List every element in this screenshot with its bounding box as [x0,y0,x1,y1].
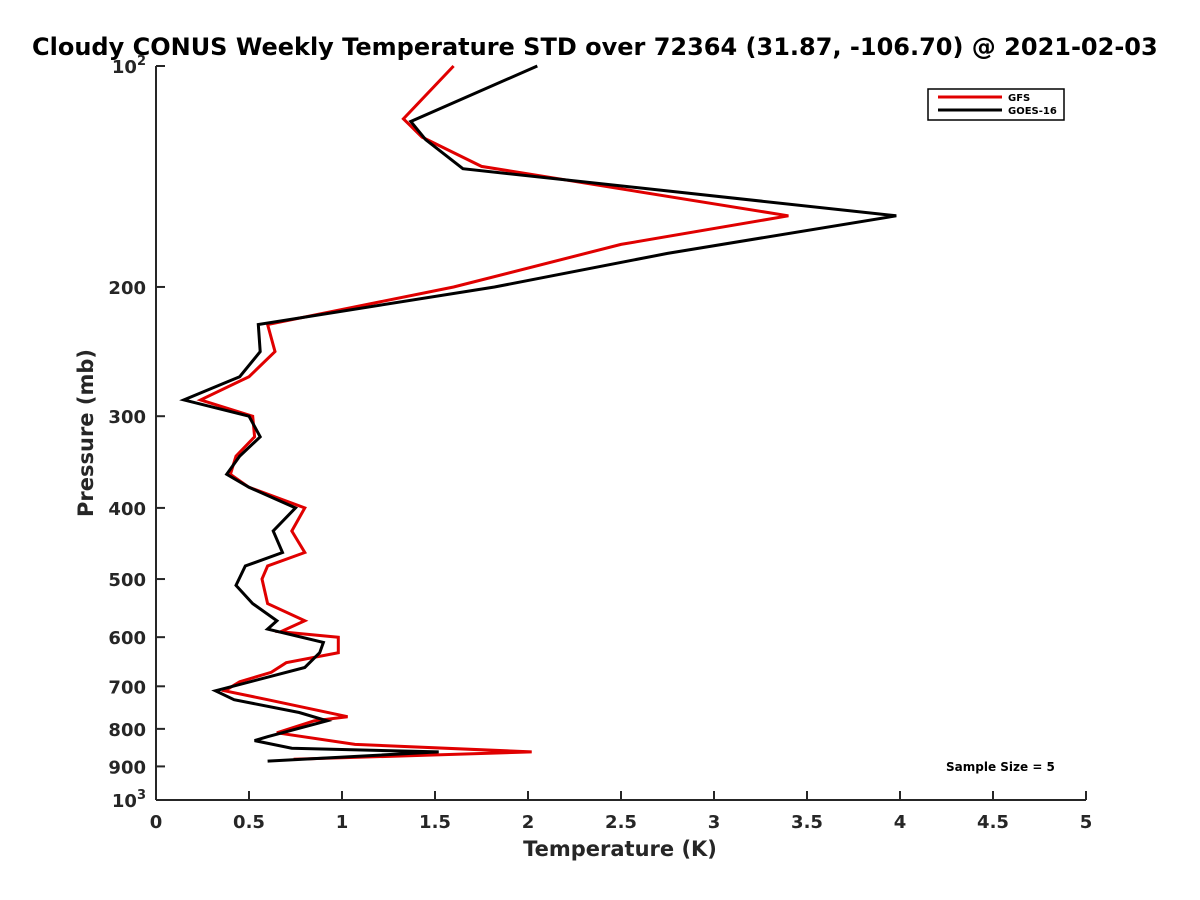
x-tick-label: 0 [150,812,163,833]
y-tick-label: 700 [108,677,146,698]
series-layer [179,64,897,763]
x-tick-label: 2.5 [605,812,637,833]
y-tick-label: 800 [108,720,146,741]
x-tick-label: 5 [1080,812,1093,833]
legend-label: GOES-16 [1008,106,1057,117]
x-tick-label: 4 [894,812,907,833]
y-axis-label: Pressure (mb) [74,349,98,517]
legend-box [927,88,1065,121]
legend: GFS GOES-16 [927,88,1065,121]
x-tick-label: 4.5 [977,812,1009,833]
x-axis-label: Temperature (K) [523,837,717,861]
x-tick-label: 1.5 [419,812,451,833]
y-tick-label: 900 [108,757,146,778]
x-tick-label: 3.5 [791,812,823,833]
y-tick-label: 600 [108,628,146,649]
y-tick-label: 103 [112,788,146,812]
y-tick-label: 200 [108,278,146,299]
chart-title: Cloudy CONUS Weekly Temperature STD over… [32,33,1158,61]
y-tick-label: 102 [112,54,146,78]
sample-size-annotation: Sample Size = 5 [946,760,1055,774]
y-tick-label: 400 [108,499,146,520]
axes-layer: 0 0.5 1 1.5 2 2.5 3 3.5 4 4.5 5 102 200 300 400 500 600 7… [108,54,1092,833]
x-tick-label: 2 [522,812,535,833]
x-tick-label: 0.5 [233,812,265,833]
y-tick-label: 300 [108,407,146,428]
y-tick-label: 500 [108,570,146,591]
series-line-gfs [196,64,789,761]
series-line-goes-16 [179,64,897,763]
legend-label: GFS [1008,93,1030,104]
x-tick-label: 1 [336,812,349,833]
x-tick-label: 3 [708,812,721,833]
